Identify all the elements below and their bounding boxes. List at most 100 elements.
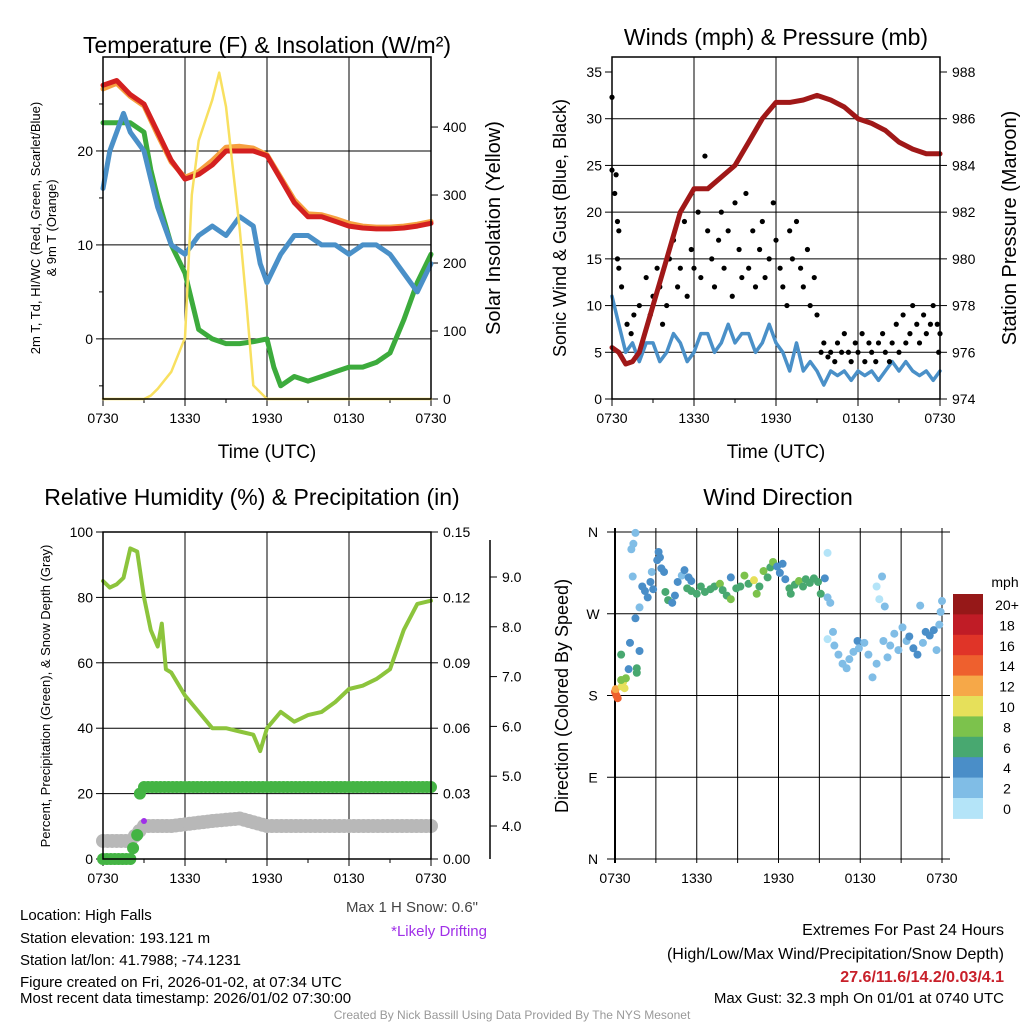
gust-point bbox=[789, 256, 796, 262]
gust-point bbox=[654, 265, 660, 271]
temperature-ylabel-line1: 2m T, Td, HI/WC (Red, Green, Scarlet/Blu… bbox=[28, 102, 43, 354]
gust-point bbox=[907, 331, 913, 337]
legend-swatch-16 bbox=[953, 634, 983, 656]
gust-point bbox=[612, 190, 618, 197]
max-snow-label: Max 1 H Snow: 0.6" bbox=[346, 899, 478, 916]
winds-ytick-label: 25 bbox=[586, 157, 602, 173]
recent-text: Most recent data timestamp: 2026/01/02 0… bbox=[20, 990, 351, 1007]
extremes-values: 27.6/11.6/14.2/0.03/4.1 bbox=[840, 969, 1004, 986]
gust-point bbox=[903, 340, 909, 346]
gust-point bbox=[793, 218, 800, 225]
wind-direction-point bbox=[755, 582, 764, 591]
wind-direction-point bbox=[913, 650, 922, 659]
wind-direction-point bbox=[749, 576, 758, 585]
gust-point bbox=[616, 228, 622, 234]
wind-direction-point bbox=[830, 641, 839, 650]
winds-xtick-label: 0730 bbox=[596, 410, 627, 426]
wind-direction-point bbox=[916, 601, 925, 610]
gust-point bbox=[859, 331, 865, 337]
winds-ytick-label: 35 bbox=[586, 64, 602, 80]
wind-direction-point bbox=[613, 694, 622, 703]
wind-direction-point bbox=[853, 637, 862, 645]
gust-point bbox=[705, 228, 711, 234]
humidity-xtick-label: 0130 bbox=[333, 870, 364, 886]
legend-swatch-8 bbox=[953, 716, 983, 738]
temperature-panel: Temperature (F) & Insolation (W/m²) Time… bbox=[28, 32, 505, 463]
gust-point bbox=[839, 349, 845, 355]
wind-direction-point bbox=[726, 573, 735, 582]
gust-point bbox=[681, 218, 688, 225]
series-hi-wc bbox=[100, 110, 434, 295]
wind-direction-point bbox=[794, 577, 803, 586]
created-text: Figure created on Fri, 2026-01-02, at 07… bbox=[20, 974, 342, 991]
legend-label: 12 bbox=[999, 679, 1015, 695]
solar-ytick-label: 100 bbox=[443, 323, 467, 339]
wind-direction-point bbox=[864, 650, 873, 659]
pressure-ytick-label: 986 bbox=[952, 111, 976, 127]
gust-point bbox=[841, 331, 847, 337]
wind-direction-point bbox=[736, 582, 745, 591]
gust-point bbox=[716, 237, 722, 243]
wind-direction-point bbox=[872, 659, 881, 668]
snow-ytick-label: 4.0 bbox=[502, 818, 522, 834]
wind-direction-panel: Wind Direction Direction (Colored By Spe… bbox=[552, 484, 1019, 886]
wind-direction-point bbox=[775, 568, 784, 577]
wind-direction-point bbox=[647, 567, 656, 576]
winds-ytick-label: 30 bbox=[586, 111, 602, 127]
gust-point bbox=[777, 265, 783, 271]
pressure-ytick-label: 978 bbox=[952, 298, 976, 314]
wind-direction-point bbox=[661, 587, 670, 596]
legend-label: 4 bbox=[1003, 760, 1011, 776]
wind-direction-point bbox=[826, 598, 835, 607]
gust-point bbox=[618, 284, 625, 290]
precip-ytick-label: 0.12 bbox=[443, 589, 470, 605]
gust-point bbox=[869, 349, 875, 355]
gust-point bbox=[743, 190, 749, 197]
wind-direction-point bbox=[670, 591, 679, 600]
winds-title: Winds (mph) & Pressure (mb) bbox=[624, 24, 928, 50]
gust-point bbox=[818, 349, 824, 355]
legend-swatch-0 bbox=[953, 798, 983, 819]
humidity-xtick-label: 0730 bbox=[415, 870, 446, 886]
gust-point bbox=[923, 331, 929, 337]
temperature-xtick-label: 1930 bbox=[251, 410, 282, 426]
wind-direction-point bbox=[726, 595, 735, 604]
gust-point bbox=[848, 359, 854, 365]
snow-ytick-label: 5.0 bbox=[502, 768, 522, 784]
wind-direction-point bbox=[823, 635, 832, 644]
wind-direction-point bbox=[759, 567, 768, 576]
wind-direction-point bbox=[617, 676, 626, 685]
humidity-xtick-label: 1930 bbox=[251, 870, 282, 886]
series-sonic-wind bbox=[610, 294, 942, 387]
wind-direction-point bbox=[624, 665, 633, 674]
gust-point bbox=[766, 256, 772, 262]
humidity-ytick-label: 40 bbox=[77, 720, 93, 736]
precip-ytick-label: 0.15 bbox=[443, 524, 470, 540]
wind-direction-point bbox=[932, 646, 941, 655]
legend-label: 16 bbox=[999, 638, 1015, 654]
max-gust-text: Max Gust: 32.3 mph On 01/01 at 0740 UTC bbox=[714, 990, 1004, 1007]
legend-swatch-20plus bbox=[953, 594, 983, 615]
gust-point bbox=[721, 265, 727, 271]
wind-direction-point bbox=[629, 539, 638, 548]
gust-point bbox=[746, 265, 752, 271]
gust-point bbox=[828, 349, 834, 355]
legend-label: 6 bbox=[1003, 740, 1011, 756]
wind-direction-point bbox=[718, 586, 727, 595]
gust-point bbox=[729, 293, 735, 299]
wind-direction-point bbox=[936, 607, 945, 616]
snow-ytick-label: 7.0 bbox=[502, 669, 522, 685]
temperature-xtick-label: 0730 bbox=[87, 410, 118, 426]
gust-point bbox=[770, 200, 776, 206]
gust-point bbox=[736, 246, 742, 253]
gust-point bbox=[787, 228, 793, 234]
winds-xtick-label: 0130 bbox=[842, 410, 873, 426]
solar-ytick-label: 0 bbox=[443, 391, 451, 407]
winds-ytick-label: 10 bbox=[586, 298, 602, 314]
winds-panel: Winds (mph) & Pressure (mb) Time (UTC) S… bbox=[550, 24, 1021, 463]
gust-point bbox=[832, 359, 838, 365]
wind-direction-point bbox=[778, 559, 787, 568]
wind-direction-point bbox=[640, 587, 649, 596]
wind-direction-point bbox=[878, 572, 887, 581]
